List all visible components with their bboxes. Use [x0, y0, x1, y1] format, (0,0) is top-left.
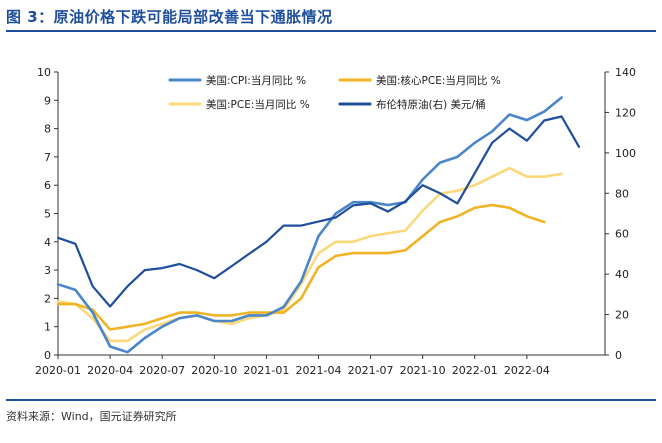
legend-label: 美国:核心PCE:当月同比 %: [376, 74, 501, 87]
y-tick-label-left: 10: [37, 66, 51, 79]
y-tick-label-right: 40: [615, 268, 629, 281]
y-tick-label-right: 20: [615, 309, 629, 322]
x-tick-label: 2021-01: [243, 364, 289, 377]
title-rule: [6, 30, 656, 32]
legend-label: 布伦特原油(右) 美元/桶: [376, 98, 486, 111]
x-tick-label: 2021-10: [400, 364, 446, 377]
y-tick-label-left: 3: [44, 264, 51, 277]
y-tick-label-left: 7: [44, 151, 51, 164]
y-tick-label-left: 9: [44, 94, 51, 107]
y-tick-label-left: 1: [44, 321, 51, 334]
legend-label: 美国:PCE:当月同比 %: [206, 98, 310, 111]
x-tick-label: 2021-04: [295, 364, 341, 377]
x-tick-label: 2020-10: [191, 364, 237, 377]
x-tick-label: 2022-01: [452, 364, 498, 377]
series-line-3: [56, 166, 563, 343]
legend: 美国:CPI:当月同比 % 美国:核心PCE:当月同比 % 美国:PCE:当月同比 …: [168, 74, 501, 111]
y-tick-label-left: 5: [44, 208, 51, 221]
series-layer: [56, 96, 581, 354]
x-tick-label: 2021-07: [348, 364, 394, 377]
chart-title: 图 3：原油价格下跌可能局部改善当下通胀情况: [6, 8, 333, 26]
x-tick-label: 2020-04: [87, 364, 133, 377]
legend-label: 美国:CPI:当月同比 %: [206, 74, 306, 87]
y-tick-label-right: 60: [615, 228, 629, 241]
series-line-2: [56, 203, 546, 331]
y-tick-label-right: 100: [615, 147, 636, 160]
footer-rule: [6, 399, 656, 401]
y-tick-label-left: 6: [44, 179, 51, 192]
y-tick-label-right: 140: [615, 66, 636, 79]
source-note: 资料来源：Wind，国元证券研究所: [6, 410, 177, 423]
x-tick-label: 2022-04: [504, 364, 550, 377]
y-tick-label-left: 4: [44, 236, 51, 249]
y-tick-label-left: 2: [44, 292, 51, 305]
x-tick-label: 2020-01: [35, 364, 81, 377]
y-tick-label-right: 80: [615, 187, 629, 200]
y-tick-label-right: 120: [615, 106, 636, 119]
y-tick-label-right: 0: [615, 349, 622, 362]
y-tick-label-left: 8: [44, 123, 51, 136]
x-tick-label: 2020-07: [139, 364, 185, 377]
series-line-4: [56, 115, 581, 308]
y-tick-label-left: 0: [44, 349, 51, 362]
series-line-1: [56, 96, 563, 354]
